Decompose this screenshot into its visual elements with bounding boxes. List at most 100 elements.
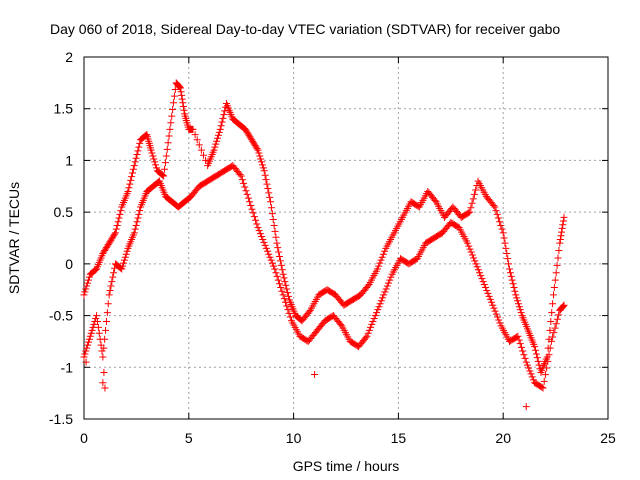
upper-track-point bbox=[256, 152, 264, 160]
lower-track-point bbox=[465, 242, 473, 250]
upper-track-point bbox=[136, 139, 144, 147]
plot-frame bbox=[83, 56, 609, 420]
upper-track-point bbox=[113, 221, 121, 229]
x-tick-label: 25 bbox=[600, 430, 616, 446]
upper-track-point bbox=[107, 236, 115, 244]
lower-track-point bbox=[483, 286, 491, 294]
lower-track-point bbox=[246, 198, 254, 206]
upper-track-point bbox=[132, 154, 140, 162]
upper-track-point bbox=[551, 276, 559, 284]
lower-track-point bbox=[282, 298, 290, 306]
lower-track-point bbox=[380, 291, 388, 299]
lower-track-point bbox=[387, 273, 395, 281]
upper-track-point bbox=[105, 239, 113, 247]
upper-track-point bbox=[152, 164, 160, 172]
upper-track-point bbox=[554, 254, 562, 262]
lower-track-point bbox=[337, 320, 345, 328]
lower-track-point bbox=[374, 306, 382, 314]
lower-track-point bbox=[247, 201, 255, 209]
upper-track-point bbox=[507, 272, 515, 280]
lower-track-point bbox=[522, 358, 530, 366]
lower-track-point bbox=[490, 304, 498, 312]
upper-track-point bbox=[152, 161, 160, 169]
upper-track-point bbox=[508, 276, 516, 284]
upper-track-point bbox=[213, 137, 221, 145]
upper-track-point bbox=[127, 176, 135, 184]
upper-track-point bbox=[214, 134, 222, 142]
upper-track-point bbox=[516, 306, 524, 314]
lower-track-point bbox=[283, 302, 291, 310]
y-tick-label: 1 bbox=[65, 152, 73, 168]
lower-track-point bbox=[103, 309, 111, 317]
upper-track-point bbox=[264, 185, 272, 193]
lower-track-point bbox=[543, 364, 551, 372]
y-axis-label: SDTVAR / TECUs bbox=[6, 182, 22, 294]
upper-track-point bbox=[556, 235, 564, 243]
upper-track-point bbox=[513, 294, 521, 302]
upper-track-point bbox=[261, 171, 269, 179]
upper-track-point bbox=[159, 171, 167, 179]
upper-track-point bbox=[511, 287, 519, 295]
lower-track-point bbox=[132, 221, 140, 229]
lower-track-point bbox=[121, 253, 129, 261]
lower-track-point bbox=[120, 259, 128, 267]
lower-track-point bbox=[130, 229, 138, 237]
upper-track-point bbox=[164, 139, 172, 147]
lower-track-point bbox=[474, 266, 482, 274]
lower-track-point bbox=[559, 303, 567, 311]
upper-track-point bbox=[83, 282, 91, 290]
lower-track-point bbox=[100, 344, 108, 352]
lower-track-point bbox=[241, 183, 249, 191]
lower-track-point bbox=[98, 347, 106, 355]
upper-track-point bbox=[162, 152, 170, 160]
lower-track-point bbox=[482, 283, 490, 291]
lower-track-point bbox=[527, 370, 535, 378]
upper-track-point bbox=[273, 239, 281, 247]
lower-track-point bbox=[477, 272, 485, 280]
upper-track-point bbox=[217, 122, 225, 130]
lower-track-point bbox=[540, 377, 548, 385]
upper-track-point bbox=[92, 266, 100, 274]
upper-track-point bbox=[431, 196, 439, 204]
upper-track-point bbox=[195, 141, 203, 149]
upper-track-point bbox=[168, 112, 176, 120]
upper-track-point bbox=[557, 232, 565, 240]
lower-track-point bbox=[363, 332, 371, 340]
upper-track-point bbox=[270, 221, 278, 229]
lower-track-point bbox=[254, 224, 262, 232]
upper-track-point bbox=[131, 158, 139, 166]
upper-track-point bbox=[282, 281, 290, 289]
lower-track-point bbox=[136, 207, 144, 215]
upper-track-point bbox=[178, 95, 186, 103]
upper-track-point bbox=[533, 354, 541, 362]
upper-track-point bbox=[219, 114, 227, 122]
lower-track-point bbox=[471, 257, 479, 265]
lower-track-point bbox=[252, 216, 260, 224]
upper-track-point bbox=[274, 244, 282, 252]
chart-title: Day 060 of 2018, Sidereal Day-to-day VTE… bbox=[50, 21, 560, 37]
lower-track-point bbox=[480, 281, 488, 289]
lower-track-point bbox=[368, 320, 376, 328]
lower-track-point bbox=[82, 347, 90, 355]
lower-track-point bbox=[119, 262, 127, 270]
upper-track-point bbox=[284, 289, 292, 297]
upper-track-point bbox=[556, 239, 564, 247]
lower-track-point bbox=[88, 326, 96, 334]
upper-track-point bbox=[255, 149, 263, 157]
lower-track-point bbox=[382, 285, 390, 293]
upper-track-point bbox=[125, 184, 133, 192]
upper-track-point bbox=[277, 261, 285, 269]
upper-track-point bbox=[281, 278, 289, 286]
upper-track-point bbox=[171, 86, 179, 94]
x-tick-labels: 0 5 10 15 20 25 bbox=[80, 430, 616, 446]
lower-track-point bbox=[109, 273, 117, 281]
upper-track-point bbox=[197, 146, 205, 154]
upper-track-point bbox=[364, 282, 372, 290]
upper-track-point bbox=[278, 266, 286, 274]
upper-track-point bbox=[160, 172, 168, 180]
upper-track-point bbox=[250, 140, 258, 148]
lower-track-point bbox=[285, 309, 293, 317]
lower-track-point bbox=[367, 323, 375, 331]
upper-track-point bbox=[212, 140, 220, 148]
upper-track-point bbox=[514, 297, 522, 305]
